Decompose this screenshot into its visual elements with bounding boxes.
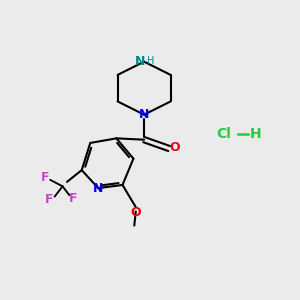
Text: O: O (170, 141, 180, 154)
Text: F: F (41, 171, 49, 184)
Text: H: H (147, 56, 154, 66)
Text: H: H (250, 127, 261, 141)
Text: Cl: Cl (216, 127, 231, 141)
Text: N: N (92, 182, 103, 195)
Text: N: N (139, 108, 149, 121)
Text: F: F (45, 193, 54, 206)
Text: O: O (131, 206, 141, 219)
Text: N: N (135, 55, 146, 68)
Text: F: F (69, 192, 77, 205)
